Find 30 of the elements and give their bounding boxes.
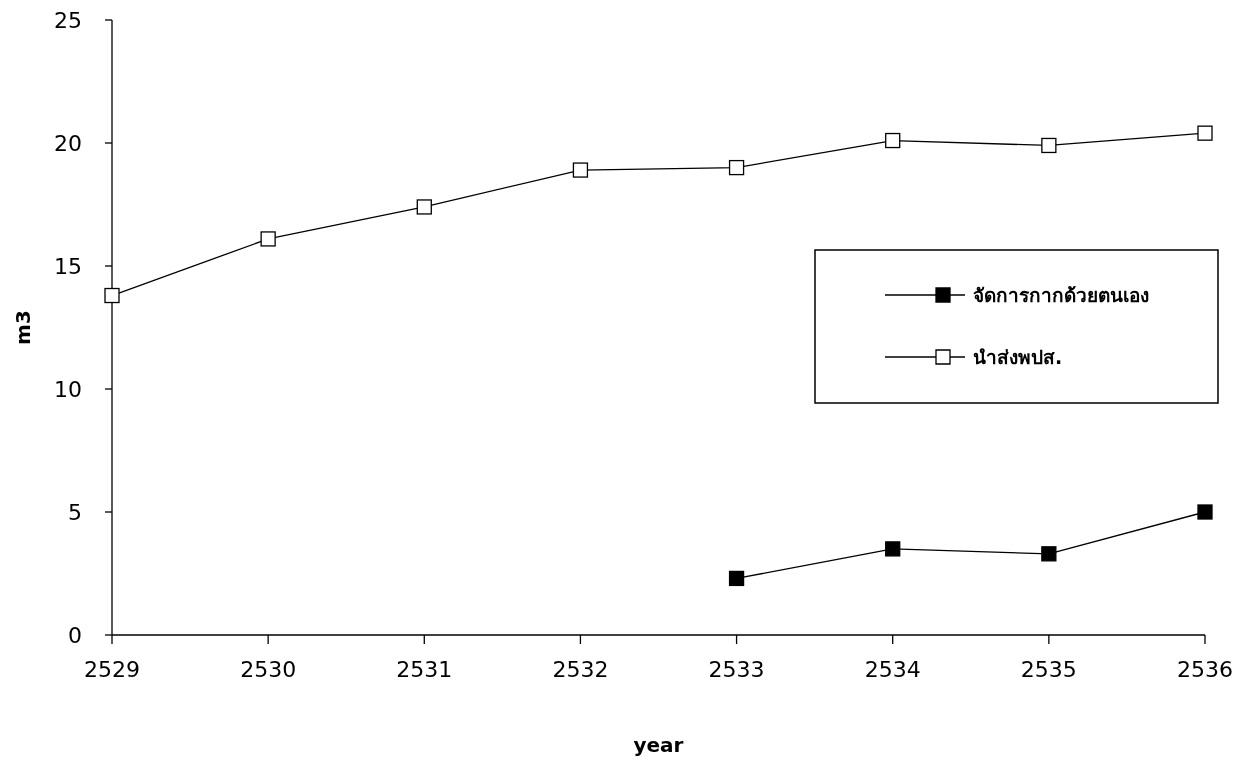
x-tick-label: 2534: [864, 657, 921, 682]
point: [260, 231, 276, 247]
point: [1197, 125, 1213, 141]
y-tick-label: 0: [68, 623, 82, 648]
x-tick-label: 2531: [396, 657, 453, 682]
point: [572, 162, 589, 178]
x-tick-label: 2532: [552, 657, 609, 682]
y-tick-label: 10: [54, 377, 82, 402]
y-tick-label: 15: [54, 254, 82, 279]
point: [728, 570, 745, 587]
y-tick-label: 20: [54, 131, 82, 156]
x-tick-label: 2530: [240, 657, 297, 682]
y-tick-label: 25: [54, 8, 82, 33]
x-tick-label: 2529: [84, 657, 140, 682]
y-axis-title: m3: [11, 310, 35, 345]
point: [885, 541, 901, 557]
point: [104, 287, 120, 304]
legend-label: จัดการกากด้วยตนเอง: [973, 284, 1149, 306]
x-tick-label: 2535: [1020, 657, 1077, 682]
point: [1041, 546, 1057, 562]
point: [728, 159, 745, 176]
x-axis-title: year: [633, 733, 684, 757]
x-tick-label: 2536: [1177, 657, 1233, 682]
legend-label: นำส่งพปส.: [973, 346, 1063, 368]
point: [416, 199, 432, 215]
point: [1041, 137, 1057, 154]
x-tick-label: 2533: [708, 657, 765, 682]
point: [1197, 504, 1213, 520]
y-tick-label: 5: [68, 500, 82, 525]
point: [885, 132, 901, 149]
